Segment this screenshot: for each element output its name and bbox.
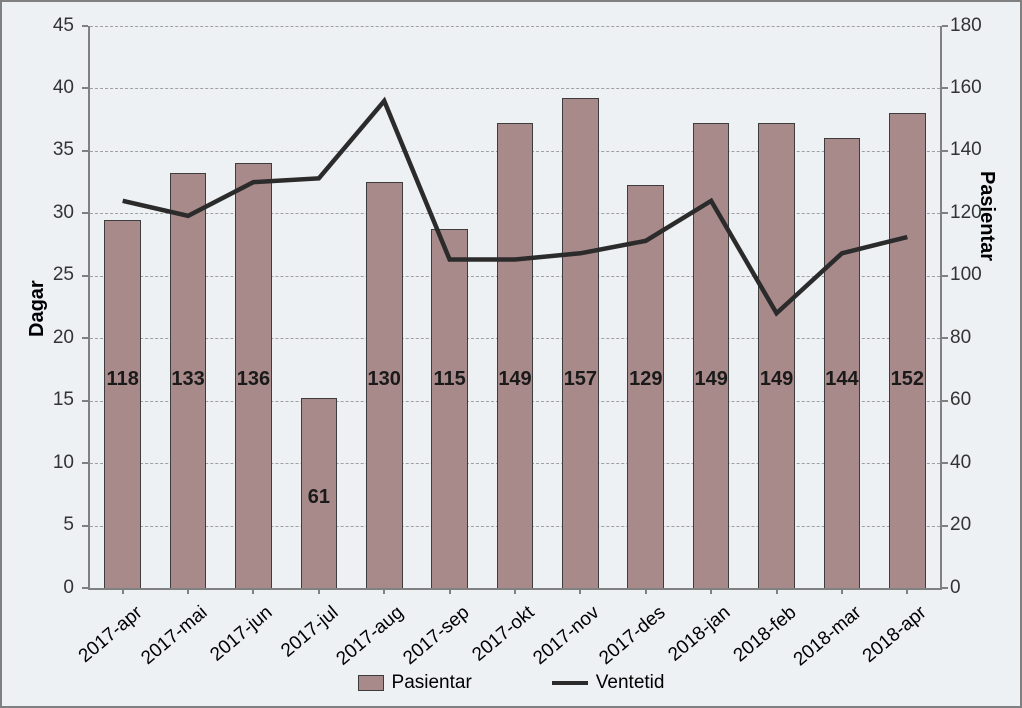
- left-tick-label: 0: [63, 577, 74, 599]
- left-tick-label: 15: [53, 389, 74, 411]
- right-tick-label: 20: [950, 514, 971, 536]
- left-tick-label: 25: [53, 264, 74, 286]
- right-tick-label: 100: [950, 264, 982, 286]
- right-tick-label: 40: [950, 452, 971, 474]
- left-tick-label: 10: [53, 452, 74, 474]
- line-series: [90, 26, 940, 588]
- plot-area: 11813313661130115149157129149149144152: [88, 26, 942, 590]
- left-tick-label: 45: [53, 15, 74, 37]
- left-tick-label: 5: [63, 514, 74, 536]
- right-tick-label: 160: [950, 77, 982, 99]
- left-tick-label: 20: [53, 327, 74, 349]
- left-axis-title: Dagar: [26, 280, 49, 337]
- right-tick-label: 140: [950, 139, 982, 161]
- left-tick-label: 40: [53, 77, 74, 99]
- right-tick-label: 80: [950, 327, 971, 349]
- right-tick-label: 180: [950, 15, 982, 37]
- right-tick-label: 60: [950, 389, 971, 411]
- left-tick-label: 30: [53, 202, 74, 224]
- right-tick-label: 120: [950, 202, 982, 224]
- left-tick-label: 35: [53, 139, 74, 161]
- chart-frame: 11813313661130115149157129149149144152 D…: [0, 0, 1022, 708]
- right-tick-label: 0: [950, 577, 961, 599]
